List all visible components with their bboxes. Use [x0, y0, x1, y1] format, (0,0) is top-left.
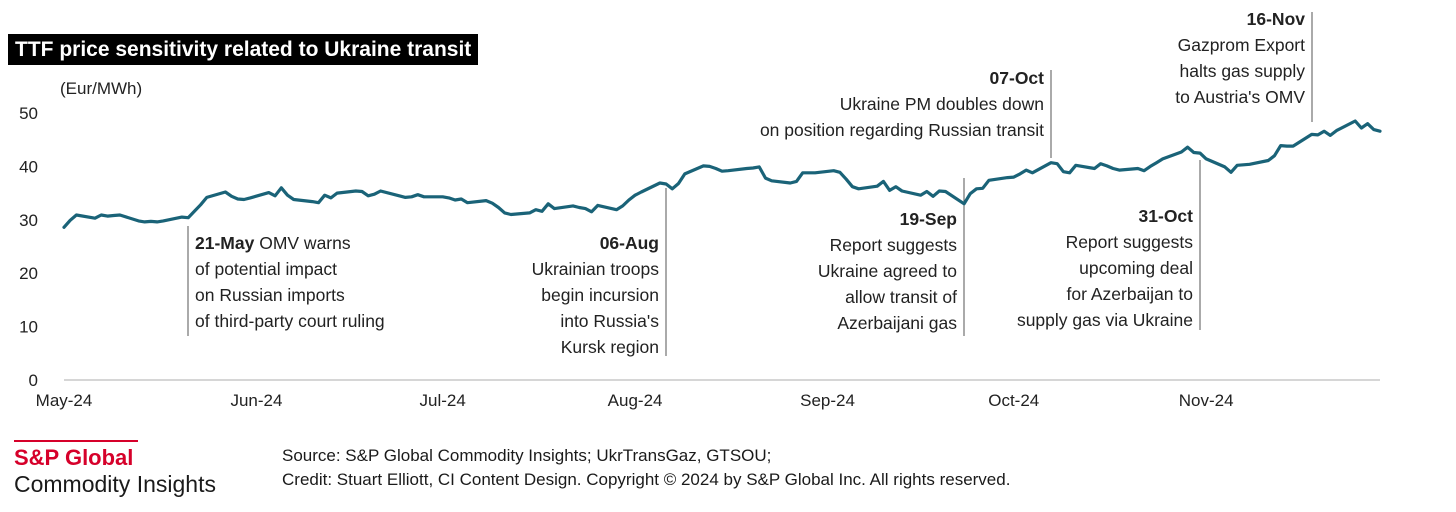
- y-axis-label: (Eur/MWh): [60, 79, 142, 98]
- annotation-line: Azerbaijani gas: [837, 313, 957, 333]
- annotation-date: 07-Oct: [990, 68, 1045, 88]
- x-tick-label: Aug-24: [608, 391, 663, 410]
- annotation-line: on Russian imports: [195, 285, 345, 305]
- annotation-line: Report suggests: [1066, 232, 1194, 252]
- annotation: 06-Aug Ukrainian troops begin incursion int…: [532, 233, 660, 357]
- annotation-line: begin incursion: [541, 285, 659, 305]
- annotation: 19-Sep Report suggests Ukraine agreed to al…: [818, 209, 957, 333]
- series-line: [62, 119, 1382, 229]
- annotation-line: Ukraine agreed to: [818, 261, 957, 281]
- x-tick-label: Oct-24: [988, 391, 1039, 410]
- annotation-line: of potential impact: [195, 259, 337, 279]
- annotation-date: 06-Aug: [600, 233, 659, 253]
- y-tick-label: 50: [19, 104, 38, 123]
- annotation-line: of third-party court ruling: [195, 311, 385, 331]
- annotation-line: 19-Sep: [900, 209, 957, 229]
- annotation-date: 19-Sep: [900, 209, 957, 229]
- annotation: 07-Oct Ukraine PM doubles down on position…: [760, 68, 1044, 140]
- annotation-line: on position regarding Russian transit: [760, 120, 1044, 140]
- annotation: 21-May OMV warns of potential impact on Ru…: [195, 233, 385, 331]
- x-tick-label: Nov-24: [1179, 391, 1234, 410]
- x-tick-label: Jul-24: [420, 391, 466, 410]
- annotation-line: supply gas via Ukraine: [1017, 310, 1193, 330]
- annotation-line: Report suggests: [830, 235, 958, 255]
- annotation-line: Ukrainian troops: [532, 259, 660, 279]
- annotation-line: 06-Aug: [600, 233, 659, 253]
- annotation-line: Kursk region: [561, 337, 659, 357]
- annotation: 31-Oct Report suggests upcoming deal for Az…: [1017, 206, 1193, 330]
- brand-subtitle: Commodity Insights: [14, 471, 216, 497]
- source-note: Source: S&P Global Commodity Insights; U…: [282, 444, 1010, 492]
- source-text: Source: S&P Global Commodity Insights; U…: [282, 446, 772, 465]
- brand-logo: S&P Global: [14, 445, 134, 470]
- chart-title: TTF price sensitivity related to Ukraine…: [8, 34, 479, 65]
- annotation-line: into Russia's: [560, 311, 659, 331]
- annotation-line: 16-Nov: [1247, 9, 1306, 29]
- annotation-line: Gazprom Export: [1178, 35, 1306, 55]
- annotation-date: 31-Oct: [1139, 206, 1194, 226]
- x-tick-label: Jun-24: [230, 391, 282, 410]
- annotation-line: 07-Oct: [990, 68, 1045, 88]
- annotation-line: upcoming deal: [1079, 258, 1193, 278]
- y-tick-label: 30: [19, 211, 38, 230]
- annotation-line: 31-Oct: [1139, 206, 1194, 226]
- annotation-line: allow transit of: [845, 287, 957, 307]
- brand-rule: [14, 440, 138, 442]
- annotation-line: for Azerbaijan to: [1067, 284, 1193, 304]
- annotation-line: to Austria's OMV: [1175, 87, 1305, 107]
- annotation-line: Ukraine PM doubles down: [840, 94, 1044, 114]
- annotation: 16-Nov Gazprom Export halts gas supply to A…: [1175, 9, 1305, 107]
- price-line-chart: (Eur/MWh) 0 10 20 30 40 50 May-24 Jun-24 Jul-24 Au…: [19, 9, 1382, 410]
- y-tick-label: 10: [19, 318, 38, 337]
- y-tick-label: 20: [19, 264, 38, 283]
- x-tick-label: May-24: [36, 391, 93, 410]
- annotation-line: halts gas supply: [1180, 61, 1306, 81]
- y-tick-label: 0: [29, 371, 38, 390]
- y-tick-label: 40: [19, 157, 38, 176]
- x-tick-label: Sep-24: [800, 391, 855, 410]
- annotation-line: 21-May OMV warns: [195, 233, 351, 253]
- credit-text: Credit: Stuart Elliott, CI Content Desig…: [282, 470, 1011, 489]
- annotation-date: 21-May: [195, 233, 255, 253]
- annotation-date: 16-Nov: [1247, 9, 1306, 29]
